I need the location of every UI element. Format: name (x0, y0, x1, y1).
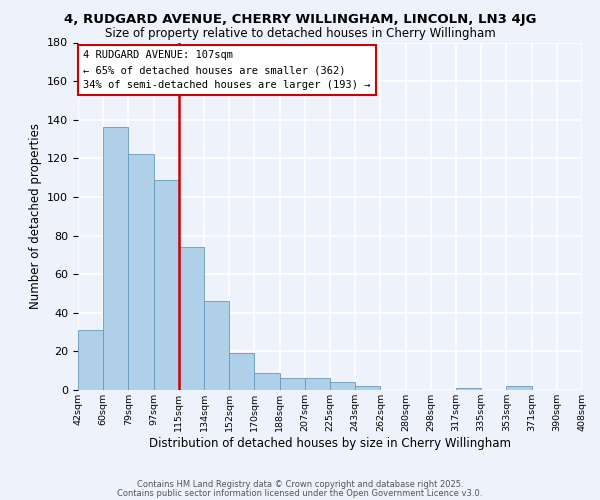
Bar (78, 330, 103, 390)
Bar (254, 372, 280, 390)
Y-axis label: Number of detached properties: Number of detached properties (29, 123, 41, 309)
Bar (179, 247, 204, 390)
Text: 4, RUDGARD AVENUE, CHERRY WILLINGHAM, LINCOLN, LN3 4JG: 4, RUDGARD AVENUE, CHERRY WILLINGHAM, LI… (64, 12, 536, 26)
Bar (229, 354, 254, 390)
Bar (506, 386, 532, 390)
Bar (280, 378, 305, 390)
Bar (355, 386, 380, 390)
Bar (154, 180, 179, 390)
Bar (204, 301, 229, 390)
Text: 4 RUDGARD AVENUE: 107sqm
← 65% of detached houses are smaller (362)
34% of semi-: 4 RUDGARD AVENUE: 107sqm ← 65% of detach… (83, 50, 371, 90)
Bar (128, 154, 154, 390)
Text: Contains HM Land Registry data © Crown copyright and database right 2025.: Contains HM Land Registry data © Crown c… (137, 480, 463, 489)
Bar (103, 128, 128, 390)
Text: Contains public sector information licensed under the Open Government Licence v3: Contains public sector information licen… (118, 488, 482, 498)
Text: Size of property relative to detached houses in Cherry Willingham: Size of property relative to detached ho… (104, 28, 496, 40)
Bar (305, 378, 330, 390)
Bar (456, 388, 481, 390)
Bar (330, 382, 355, 390)
X-axis label: Distribution of detached houses by size in Cherry Willingham: Distribution of detached houses by size … (149, 437, 511, 450)
